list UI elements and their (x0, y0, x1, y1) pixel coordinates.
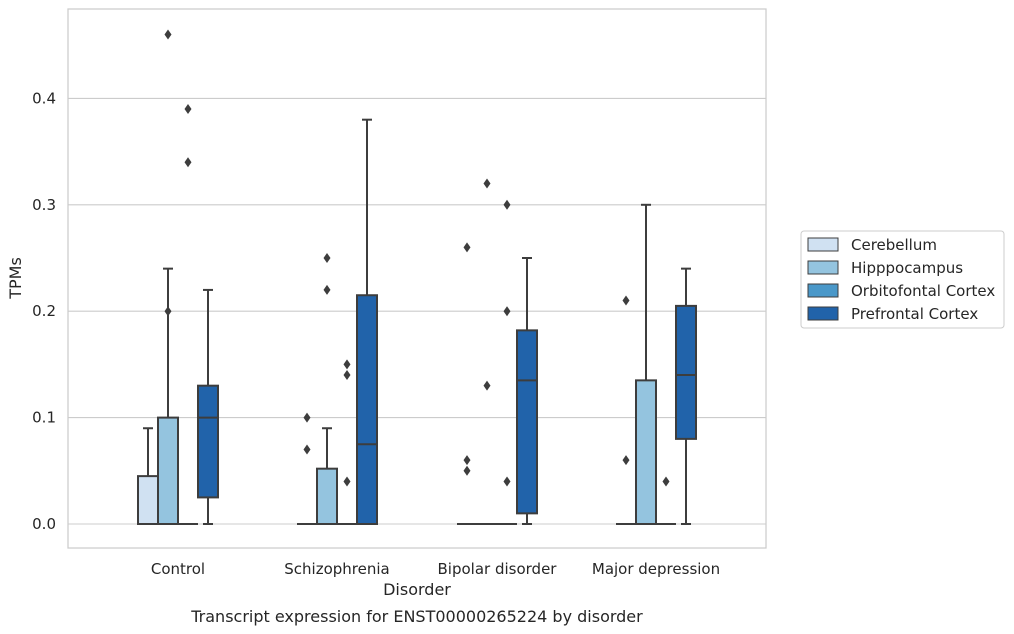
outlier-point (164, 29, 172, 40)
box-iqr (157, 416, 179, 526)
y-tick-label: 0.0 (32, 515, 56, 533)
y-axis-label: TPMs (6, 257, 25, 300)
outlier-point (164, 306, 172, 317)
legend-frame (800, 230, 1005, 329)
plot-frame (67, 8, 767, 549)
box-3-1 (356, 118, 378, 525)
legend: Cerebellum Hipppocampus Orbitofontal Corte… (800, 230, 1005, 329)
y-tick-labels: 0.0 0.1 0.2 0.3 0.4 (32, 89, 56, 533)
boxes (137, 29, 697, 526)
x-tick-labels: Control Schizophrenia Bipolar disorder Majo… (151, 560, 720, 578)
legend-swatch (807, 260, 839, 275)
figure-caption: Transcript expression for ENST0000026522… (190, 607, 643, 626)
box-iqr (516, 329, 538, 515)
legend-swatch (807, 237, 839, 252)
outlier-point (483, 178, 491, 189)
box-iqr (197, 384, 219, 499)
box-iqr (635, 379, 657, 525)
outlier-point (463, 242, 471, 253)
outlier-point (184, 104, 192, 115)
box-0-0 (137, 427, 159, 525)
box-iqr (356, 294, 378, 525)
outlier-point (184, 157, 192, 168)
legend-swatch (807, 283, 839, 298)
legend-label: Orbitofontal Cortex (851, 282, 995, 300)
box-2-0 (178, 104, 198, 525)
box-1-3 (635, 203, 657, 525)
legend-entries: Cerebellum Hipppocampus Orbitofontal Corte… (807, 236, 995, 323)
outlier-point (503, 306, 511, 317)
y-tick-label: 0.3 (32, 196, 56, 214)
box-0-1 (297, 412, 317, 525)
box-1-2 (477, 178, 497, 525)
box-3-0 (197, 288, 219, 525)
y-tick-label: 0.1 (32, 409, 56, 427)
legend-label: Prefrontal Cortex (851, 305, 978, 323)
outlier-point (463, 455, 471, 466)
box-2-1 (337, 359, 357, 525)
box-0-2 (457, 242, 477, 525)
legend-label: Hipppocampus (851, 259, 963, 277)
outlier-point (662, 476, 670, 487)
box-2-2 (497, 199, 517, 525)
outlier-point (622, 455, 630, 466)
outlier-point (483, 380, 491, 391)
outlier-point (343, 359, 351, 370)
x-tick-label: Schizophrenia (284, 560, 389, 578)
box-0-3 (616, 295, 636, 525)
box-3-2 (516, 257, 538, 525)
x-tick-label: Control (151, 560, 205, 578)
outlier-point (303, 444, 311, 455)
y-tick-label: 0.4 (32, 89, 56, 107)
box-1-0 (157, 29, 179, 526)
x-tick-label: Bipolar disorder (438, 560, 558, 578)
outlier-point (323, 253, 331, 263)
x-tick-label: Major depression (592, 560, 720, 578)
outlier-point (343, 476, 351, 487)
outlier-point (622, 295, 630, 306)
outlier-point (463, 465, 471, 476)
box-iqr (316, 467, 338, 525)
box-3-3 (675, 267, 697, 525)
legend-label: Cerebellum (851, 236, 937, 254)
box-iqr (675, 304, 697, 440)
outlier-point (323, 284, 331, 295)
legend-swatch (807, 306, 839, 321)
y-tick-label: 0.2 (32, 302, 56, 320)
box-iqr (137, 475, 159, 525)
x-axis-label: Disorder (383, 580, 451, 599)
outlier-point (303, 412, 311, 423)
outlier-point (503, 476, 511, 487)
box-1-1 (316, 253, 338, 525)
outlier-point (503, 199, 511, 210)
outlier-point (343, 370, 351, 381)
box-2-3 (656, 476, 676, 525)
